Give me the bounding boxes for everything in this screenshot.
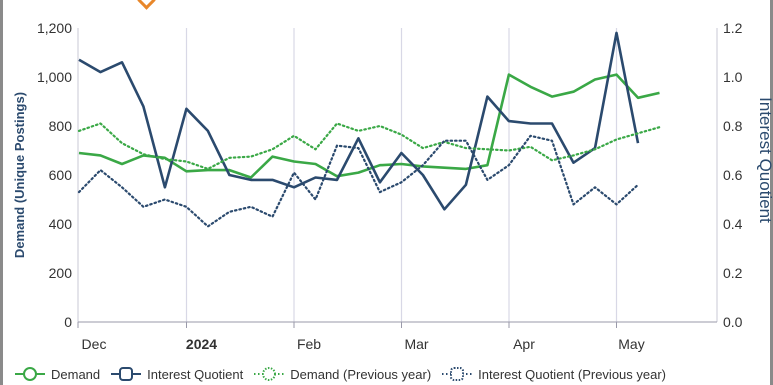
- x-tick-label: Apr: [513, 336, 535, 352]
- legend-dotted-line-icon: [442, 367, 473, 381]
- x-tick-label: Dec: [82, 336, 107, 352]
- labels-layer: 0 200 400 600 800 1,000 1,200 0.0 0.2 0.4 0.6 0.8 1.…: [12, 20, 773, 352]
- y-tick-label-right: 0.0: [723, 314, 743, 330]
- y-axis-title-right: Interest Quotient: [756, 97, 773, 223]
- y-tick-label-right: 1.2: [723, 20, 743, 36]
- y-tick-label-right: 0.8: [723, 118, 743, 134]
- legend-item[interactable]: Demand (Previous year): [253, 366, 431, 382]
- legend: Demand Interest Quotient Demand (Previous …: [14, 364, 676, 384]
- series-layer: [77, 31, 661, 228]
- y-tick-label-right: 0.4: [723, 216, 743, 232]
- legend-label: Interest Quotient: [147, 366, 244, 382]
- x-tick-label: 2024: [186, 336, 217, 352]
- legend-label: Demand (Previous year): [290, 366, 432, 382]
- legend-label: Demand: [51, 366, 101, 382]
- series-line-demand-previous-year: [77, 122, 661, 170]
- legend-line-icon: [15, 367, 45, 381]
- axes-layer: [77, 28, 718, 328]
- y-tick-label-right: 0.2: [723, 265, 743, 281]
- y-tick-label-left: 800: [49, 118, 73, 134]
- y-tick-label-left: 1,200: [37, 20, 72, 36]
- y-tick-label-left: 200: [49, 265, 73, 281]
- legend-dotted-line-icon: [254, 367, 285, 381]
- legend-item[interactable]: Interest Quotient: [110, 366, 243, 382]
- x-tick-label: Mar: [404, 336, 428, 352]
- series-line-interest-quotient: [78, 31, 640, 211]
- x-tick-label: May: [618, 336, 644, 352]
- legend-line-icon: [111, 367, 142, 381]
- y-tick-label-left: 600: [49, 167, 73, 183]
- y-axis-title-left: Demand (Unique Postings): [12, 92, 27, 258]
- y-tick-label-left: 0: [64, 314, 72, 330]
- x-tick-label: Feb: [297, 336, 321, 352]
- grid-layer: [185, 28, 618, 322]
- legend-label: Interest Quotient (Previous year): [478, 366, 667, 382]
- y-tick-label-right: 0.6: [723, 167, 743, 183]
- line-chart: 0 200 400 600 800 1,000 1,200 0.0 0.2 0.4 0.6 0.8 1.…: [12, 20, 773, 352]
- legend-item[interactable]: Demand: [14, 366, 100, 382]
- legend-item[interactable]: Interest Quotient (Previous year): [441, 366, 666, 382]
- y-tick-label-left: 400: [49, 216, 73, 232]
- y-tick-label-right: 1.0: [723, 69, 743, 85]
- y-tick-label-left: 1,000: [37, 69, 72, 85]
